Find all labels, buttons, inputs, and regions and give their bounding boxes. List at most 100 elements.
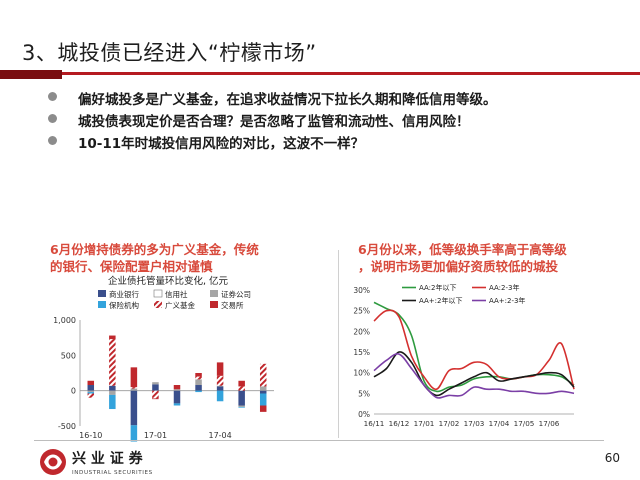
legend-swatch <box>210 301 218 308</box>
chart-title: 企业债托管量环比变化, 亿元 <box>108 275 229 287</box>
x-tick-label: 17/03 <box>464 419 485 428</box>
legend-swatch <box>210 290 218 297</box>
bullet-list: 偏好城投多是广义基金，在追求收益情况下拉长久期和降低信用等级。 城投债表现定价是… <box>48 88 628 154</box>
bar-segment <box>130 388 138 391</box>
bar-segment <box>152 398 159 400</box>
bar-segment <box>195 390 202 393</box>
bar-segment <box>259 390 267 394</box>
x-tick-label: 16-10 <box>79 431 102 440</box>
series-line <box>373 351 575 397</box>
bullet-text: 偏好城投多是广义基金，在追求收益情况下拉长久期和降低信用等级。 <box>78 92 497 108</box>
y-tick-label: 10% <box>353 369 370 378</box>
bar-segment <box>216 362 224 376</box>
y-tick-label: 30% <box>353 286 370 295</box>
left-panel-heading: 6月份增持债券的多为广义基金，传统 的银行、保险配置户相对谨慎 <box>50 241 259 275</box>
y-tick-label: 25% <box>353 307 370 316</box>
bullet-dot-icon <box>48 136 57 145</box>
bar-segment <box>87 393 95 398</box>
legend-label: AA:2年以下 <box>419 283 456 292</box>
bar-segment <box>216 386 224 391</box>
bullet-dot-icon <box>48 92 57 101</box>
legend-label: 信用社 <box>165 289 188 299</box>
x-tick-label: 16/12 <box>389 419 410 428</box>
bar-segment <box>173 403 181 406</box>
line-chart: 30% 25% 20% 15% 10% 5% 0%16/11 16/12 17/01 17/02 1… <box>353 283 575 428</box>
y-tick-label: 5% <box>358 389 370 398</box>
y-tick-label: 0% <box>358 410 370 419</box>
y-tick-label: 1,000 <box>53 316 76 325</box>
bullet-item: 城投债表现定价是否合理？是否忽略了监管和流动性、信用风险！ <box>48 110 628 132</box>
legend-swatch <box>154 301 162 308</box>
legend-label: 广义基金 <box>165 300 195 310</box>
bar-segment <box>152 384 159 391</box>
x-tick-label: 17/04 <box>489 419 510 428</box>
bar-segment <box>109 335 116 340</box>
bar-segment <box>173 385 181 390</box>
bar-segment <box>109 339 116 386</box>
left-panel-heading-line: 6月份增持债券的多为广义基金，传统 <box>50 242 259 257</box>
bar-segment <box>87 380 95 386</box>
bar-segment <box>259 393 267 406</box>
right-panel-heading: 6月份以来，低等级换手率高于高等级 ，说明市场更加偏好资质较低的城投 <box>358 241 567 275</box>
bar-segment <box>152 382 159 385</box>
slide-title: 3、城投债已经进入“柠檬市场” <box>22 41 317 65</box>
x-tick-label: 17/06 <box>539 419 560 428</box>
bullet-item: 偏好城投多是广义基金，在追求收益情况下拉长久期和降低信用等级。 <box>48 88 628 110</box>
y-tick-label: 20% <box>353 327 370 336</box>
bar-segment <box>238 390 245 406</box>
y-tick-label: 0 <box>71 387 76 396</box>
bar-segment <box>238 386 245 391</box>
x-tick-label: 17/01 <box>414 419 435 428</box>
series-line <box>373 309 575 391</box>
bar-segment <box>109 390 116 395</box>
bar-segment <box>259 363 267 387</box>
bullet-item: 10-11年时城投信用风险的对比，这波不一样？ <box>48 132 628 154</box>
bar-segment <box>109 385 116 391</box>
panel-divider <box>338 250 339 438</box>
page-number: 60 <box>604 451 620 465</box>
bullet-text: 城投债表现定价是否合理？是否忽略了监管和流动性、信用风险！ <box>78 114 470 130</box>
bullet-text: 10-11年时城投信用风险的对比，这波不一样？ <box>78 136 365 152</box>
legend-swatch <box>98 301 106 308</box>
bar-segment <box>109 394 116 410</box>
bar-segment <box>87 392 95 394</box>
legend-label: 交易所 <box>221 300 244 310</box>
y-tick-label: -500 <box>58 422 76 431</box>
bar-segment <box>173 390 181 404</box>
bar-segment <box>238 406 245 408</box>
bar-segment <box>216 390 224 402</box>
right-panel-heading-line: ，说明市场更加偏好资质较低的城投 <box>358 259 559 274</box>
bar-segment <box>87 385 95 391</box>
bar-segment <box>259 405 267 412</box>
legend-label: AA:2-3年 <box>489 283 519 292</box>
footer-rule <box>34 440 604 441</box>
bar-segment <box>195 379 202 386</box>
logo-emblem-icon <box>40 449 66 475</box>
bar-segment <box>259 386 267 391</box>
legend-label: AA+:2-3年 <box>489 296 525 305</box>
x-tick-label: 17/05 <box>514 419 535 428</box>
bar-segment <box>87 390 95 393</box>
x-tick-label: 17/02 <box>439 419 460 428</box>
y-tick-label: 500 <box>61 351 76 360</box>
bar-segment <box>216 375 224 386</box>
bar-segment <box>195 376 202 380</box>
title-accent-bar <box>0 70 62 79</box>
legend-swatch <box>98 290 106 297</box>
bar-segment <box>195 373 202 377</box>
series-line <box>373 301 575 393</box>
bar-segment <box>130 425 138 442</box>
x-tick-label: 17-01 <box>144 431 167 440</box>
bar-segment <box>130 387 138 389</box>
company-logo: 兴 业 证 券 INDUSTRIAL SECURITIES <box>40 449 152 476</box>
bar-segment <box>130 367 138 388</box>
legend-label: AA+:2年以下 <box>419 296 462 305</box>
y-tick-label: 15% <box>353 348 370 357</box>
left-panel-heading-line: 的银行、保险配置户相对谨慎 <box>50 259 213 274</box>
bar-segment <box>238 405 245 407</box>
x-tick-label: 17-04 <box>208 431 231 440</box>
bar-segment <box>130 390 138 426</box>
bar-segment <box>238 380 245 387</box>
legend-label: 商业银行 <box>109 289 139 299</box>
